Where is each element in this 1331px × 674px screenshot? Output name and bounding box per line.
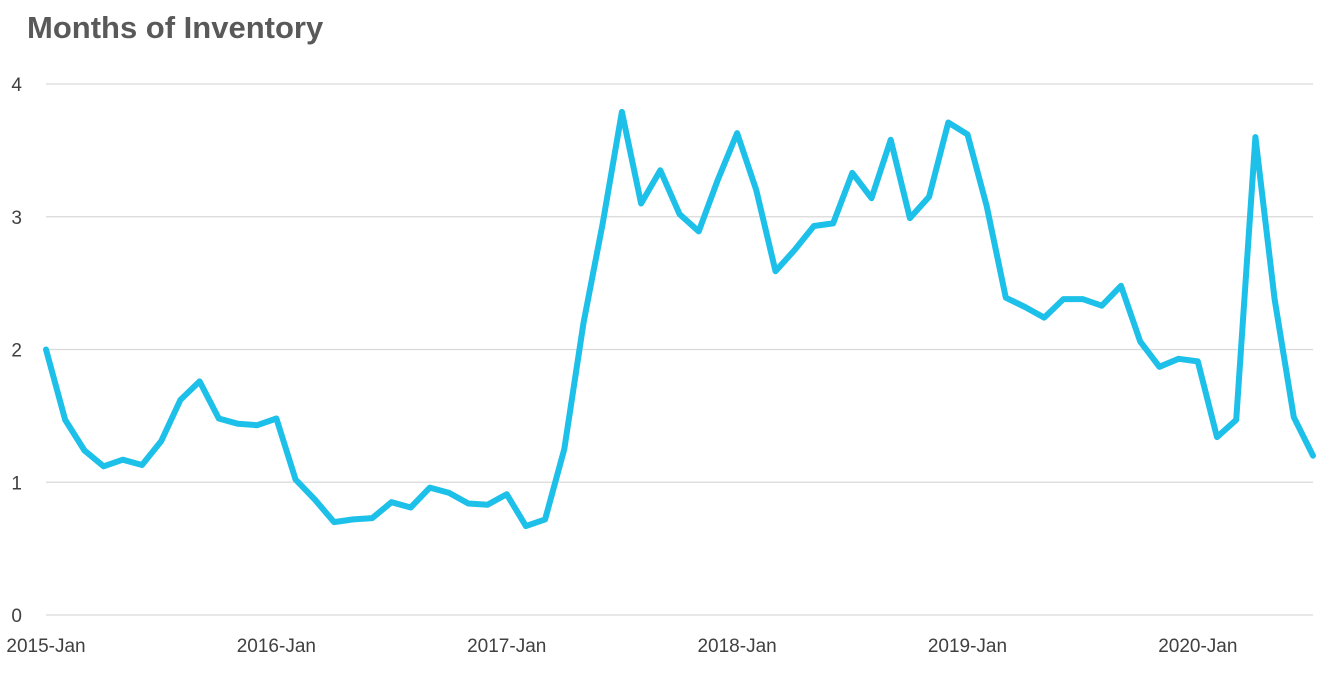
x-tick-label: 2020-Jan	[1158, 636, 1237, 657]
chart-title: Months of Inventory	[27, 10, 324, 45]
x-tick-label: 2015-Jan	[6, 636, 85, 657]
y-tick-label: 2	[11, 341, 22, 362]
y-tick-label: 0	[11, 606, 22, 627]
x-axis-tick-labels: 2015-Jan 2016-Jan 2017-Jan 2018-Jan 2019-Jan…	[6, 636, 1237, 657]
y-tick-label: 3	[11, 208, 22, 229]
series-line-0	[43, 108, 1316, 530]
x-tick-label: 2016-Jan	[237, 636, 316, 657]
x-tick-label: 2018-Jan	[697, 636, 776, 657]
y-axis-tick-labels: 0 1 2 3 4	[11, 75, 22, 627]
x-tick-label: 2017-Jan	[467, 636, 546, 657]
y-tick-label: 1	[11, 473, 22, 494]
x-tick-label: 2019-Jan	[928, 636, 1007, 657]
series-layer	[43, 108, 1316, 530]
gridlines	[46, 83, 1313, 616]
y-tick-label: 4	[11, 75, 22, 96]
